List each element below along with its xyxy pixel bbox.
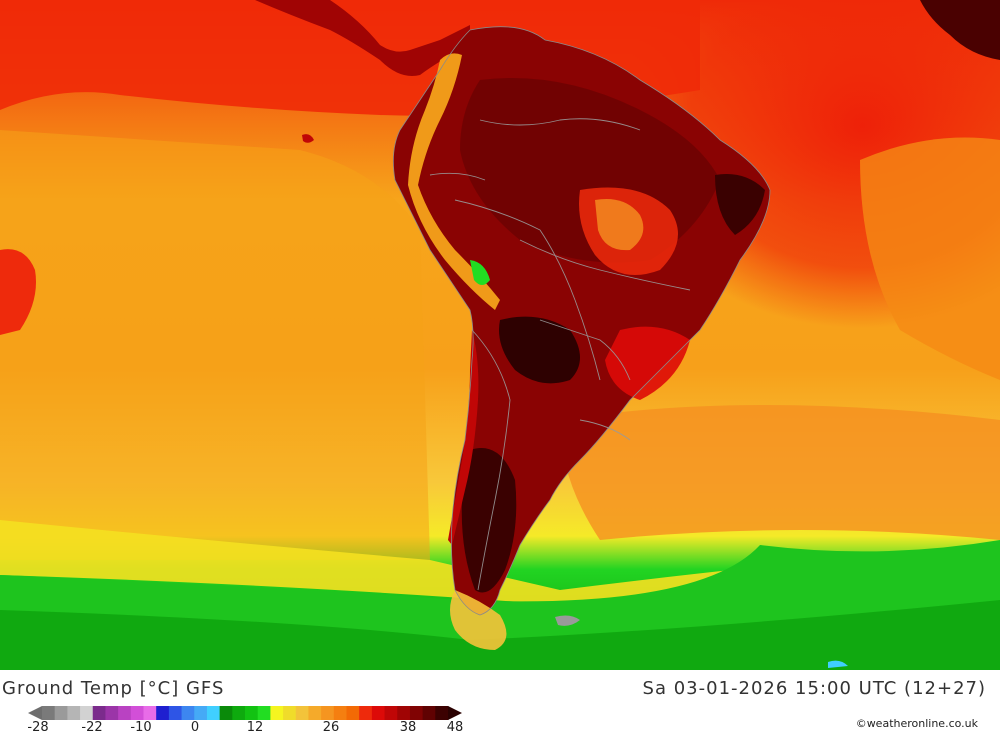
- chaco-hot-core: [499, 316, 580, 384]
- tierra-del-fuego: [450, 590, 507, 650]
- legend-color-cell: [409, 706, 424, 720]
- south-atlantic-band: [560, 405, 1000, 540]
- legend-color-cell: [42, 706, 56, 720]
- legend-color-cell: [206, 706, 221, 720]
- temperature-map: [0, 0, 1000, 670]
- legend-color-cell: [295, 706, 309, 720]
- legend-tick: 38: [399, 720, 417, 735]
- legend-color-cell: [257, 706, 271, 720]
- legend-color-cell: [181, 706, 195, 720]
- central-america: [255, 0, 470, 76]
- legend-color-cell: [92, 706, 106, 720]
- pacific-red-patch: [0, 249, 36, 335]
- legend-color-cell: [397, 706, 411, 720]
- legend-color-cell: [270, 706, 284, 720]
- legend-color-cell: [232, 706, 246, 720]
- east-brazil-warm: [605, 326, 690, 400]
- legend-right-arrow: [448, 706, 462, 720]
- credit-link[interactable]: ©weatheronline.co.uk: [855, 717, 978, 730]
- legend-color-cell: [308, 706, 322, 720]
- legend-color-cell: [422, 706, 436, 720]
- legend-color-cell: [130, 706, 144, 720]
- coastline: [392, 26, 771, 616]
- caribbean-islands: [920, 0, 1000, 60]
- dark-green-bands: [0, 600, 1000, 670]
- legend-color-cell: [333, 706, 347, 720]
- legend-color-cell: [143, 706, 157, 720]
- legend-tick: 26: [322, 720, 340, 735]
- atlantic-orange-patch: [860, 137, 1000, 380]
- pacific-orange-zone: [0, 130, 430, 560]
- legend-color-cell: [118, 706, 132, 720]
- south-georgia: [828, 660, 848, 668]
- legend-color-cell: [67, 706, 81, 720]
- legend-color-cell: [156, 706, 170, 720]
- legend-color-cell: [321, 706, 335, 720]
- legend-color-cell: [384, 706, 398, 720]
- andes-green-spots: [470, 260, 490, 285]
- legend-tick: -28: [27, 720, 49, 735]
- patagonia-hot: [461, 448, 517, 593]
- falkland-islands: [555, 615, 580, 626]
- legend-color-cell: [168, 706, 183, 720]
- map-title: Ground Temp [°C] GFS: [2, 678, 225, 699]
- legend-color-cell: [194, 706, 208, 720]
- legend-color-cell: [105, 706, 119, 720]
- legend-color-cell: [80, 706, 94, 720]
- color-legend-bar: [28, 706, 462, 720]
- northeast-brazil-hot: [715, 174, 765, 235]
- legend-tick: 48: [446, 720, 464, 735]
- legend-color-cell: [219, 706, 233, 720]
- legend-left-arrow: [28, 706, 42, 720]
- legend-color-cell: [54, 706, 68, 720]
- legend-tick: 12: [246, 720, 264, 735]
- country-borders: [429, 118, 691, 591]
- legend-color-cell: [283, 706, 297, 720]
- legend-color-cell: [346, 706, 360, 720]
- brazil-highlands-orange: [595, 199, 644, 251]
- galapagos: [302, 134, 314, 143]
- map-footer: [0, 670, 1000, 733]
- legend-tick: -22: [81, 720, 103, 735]
- valid-time: Sa 03-01-2026 15:00 UTC (12+27): [642, 678, 986, 699]
- legend-tick: 0: [190, 720, 200, 735]
- legend-color-cell: [371, 706, 386, 720]
- legend-tick-labels: -28 -22 -10 0 12 26 38 48: [0, 720, 480, 735]
- andes-cool-strip: [408, 53, 500, 310]
- legend-color-cell: [359, 706, 373, 720]
- legend-color-cell: [245, 706, 259, 720]
- legend-color-cells: [42, 706, 449, 720]
- legend-tick: -10: [130, 720, 152, 735]
- legend-color-cell: [435, 706, 449, 720]
